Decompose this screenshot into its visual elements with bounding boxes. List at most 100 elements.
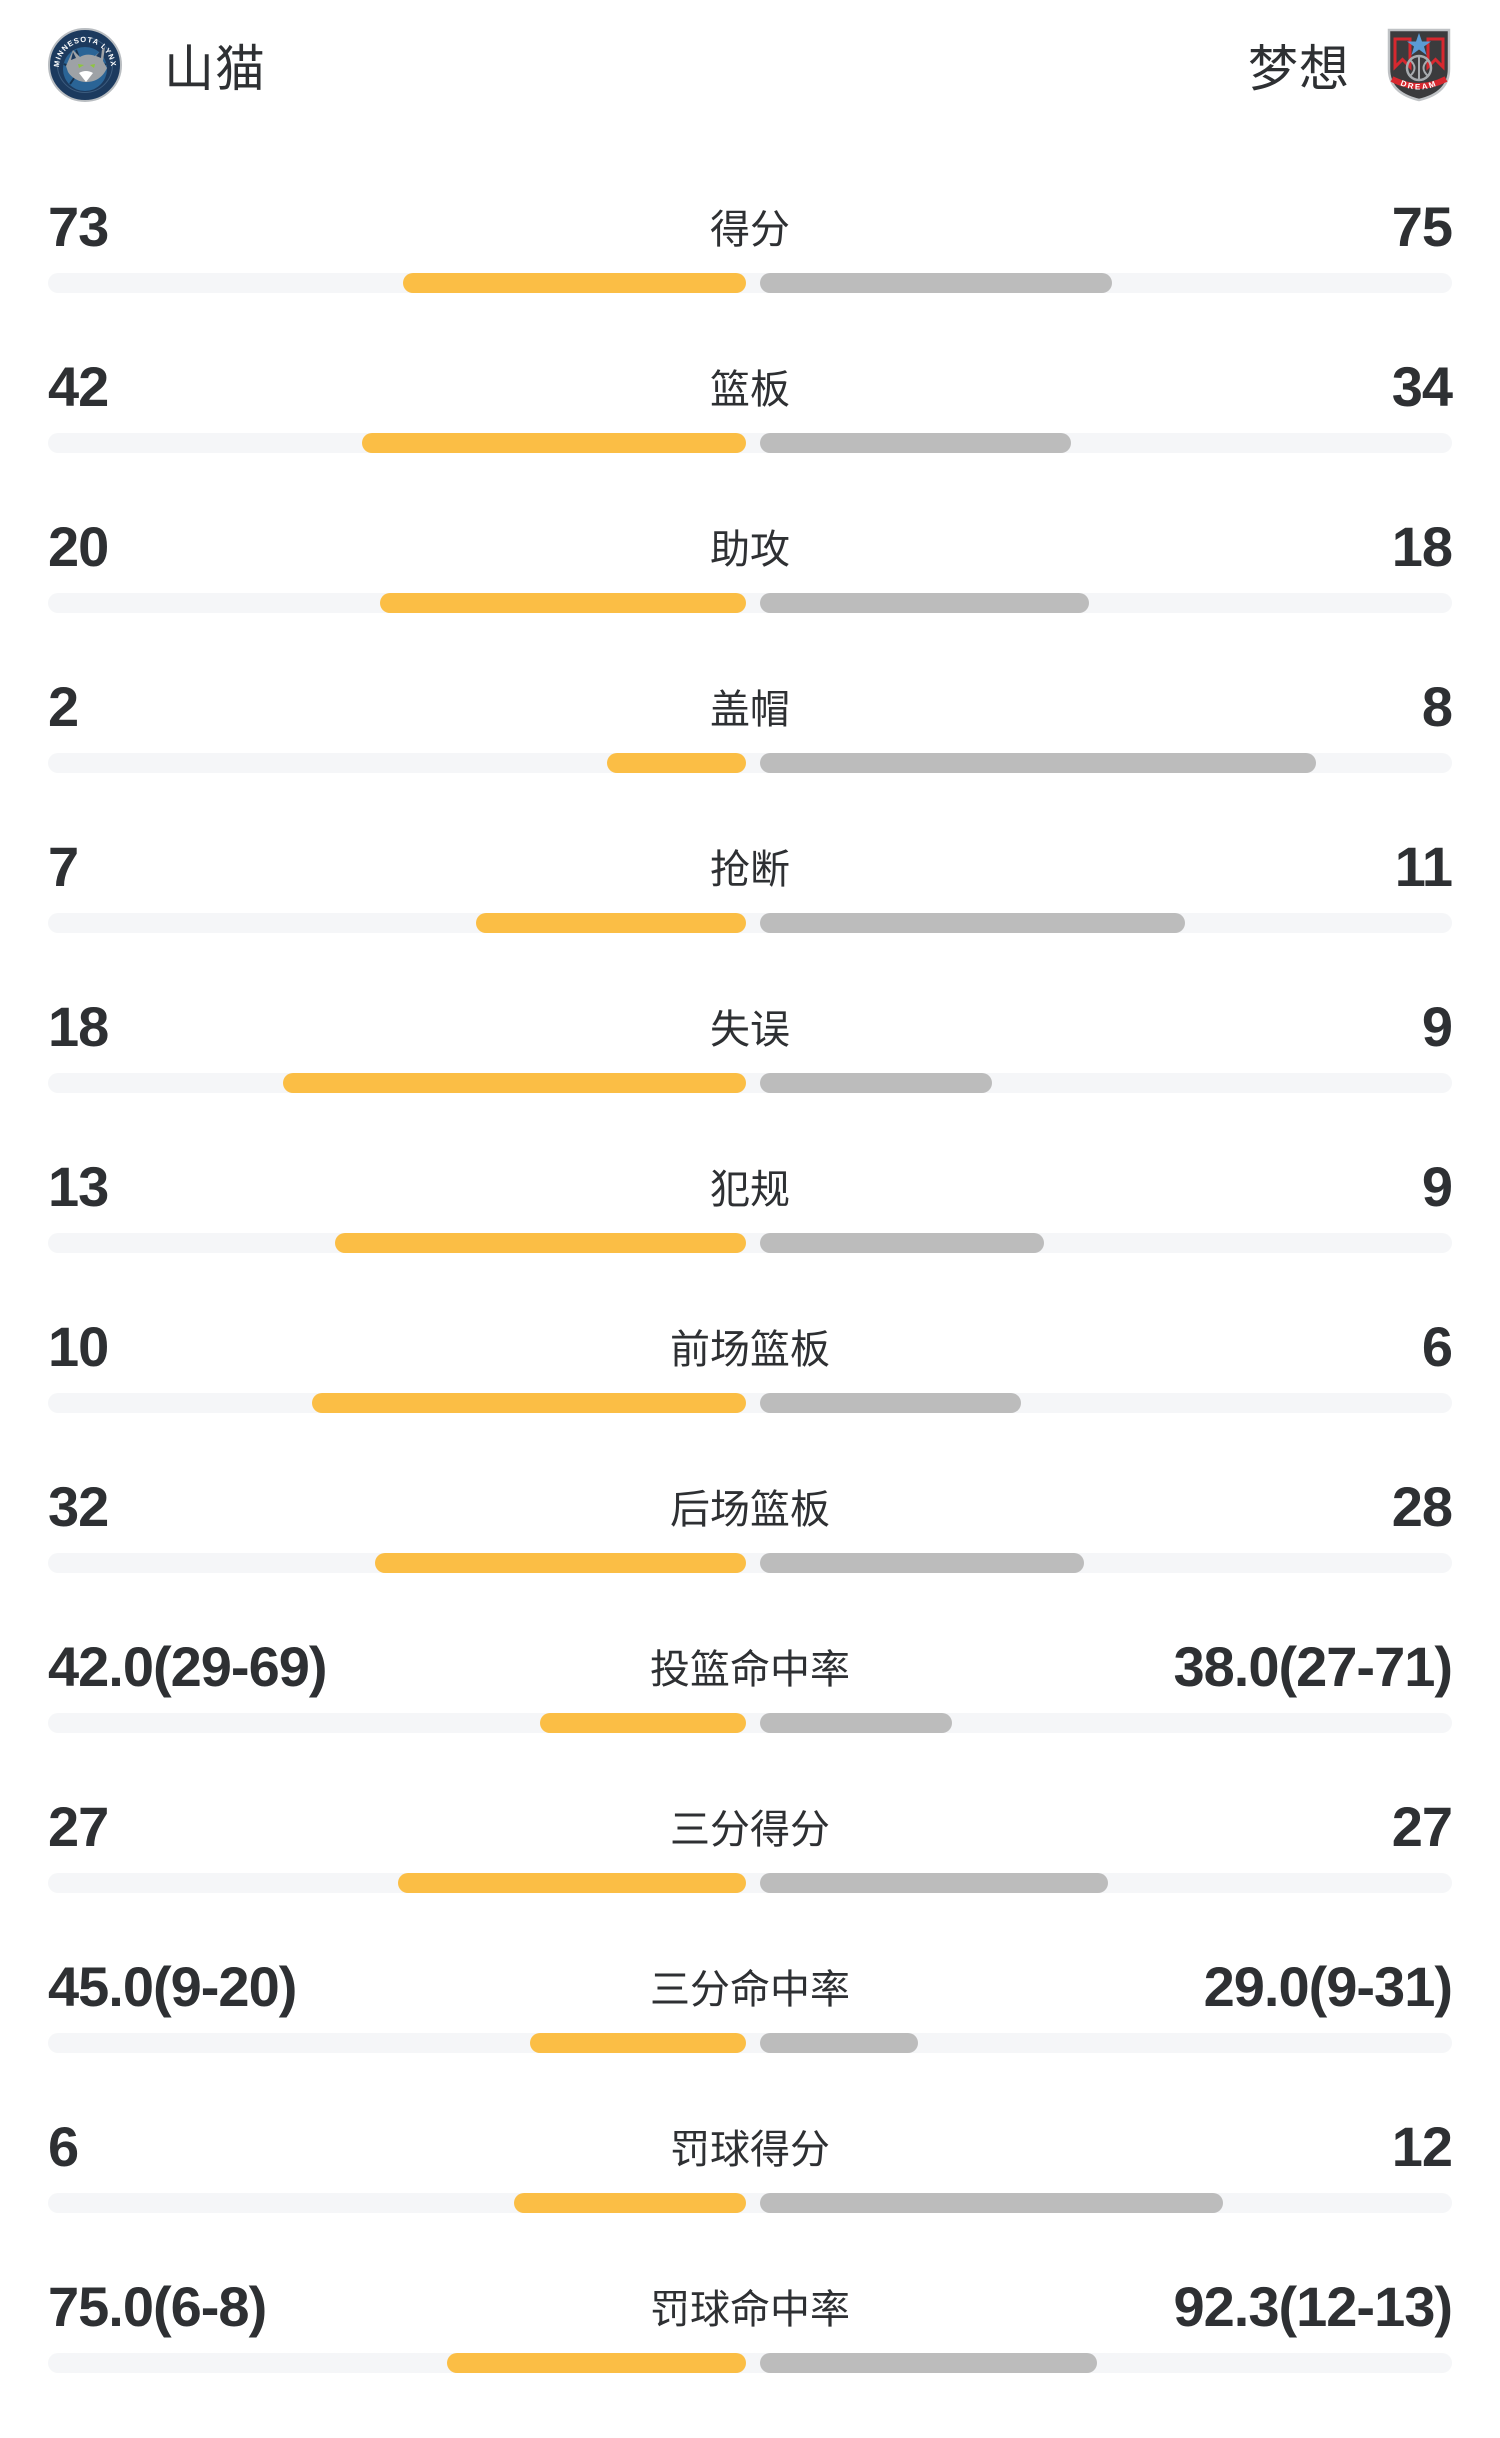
- bar-track: [48, 1713, 1452, 1733]
- home-bar: [335, 1233, 746, 1253]
- bar-track: [48, 913, 1452, 933]
- stat-row-values: 20 助攻 18: [48, 515, 1453, 578]
- home-bar: [530, 2033, 746, 2053]
- away-value: 92.3(12-13): [1173, 2274, 1453, 2338]
- away-bar: [760, 1073, 992, 1093]
- away-value: 29.0(9-31): [1203, 1954, 1453, 2018]
- stat-label: 盖帽: [710, 688, 790, 732]
- away-bar: [760, 1233, 1044, 1253]
- bar-track: [48, 2033, 1452, 2053]
- away-value: 9: [1421, 994, 1453, 1058]
- home-value: 18: [48, 994, 109, 1058]
- stat-row-values: 75.0(6-8) 罚球命中率 92.3(12-13): [48, 2275, 1453, 2338]
- stat-row: 10 前场篮板 6: [0, 1315, 1500, 1478]
- stat-row: 2 盖帽 8: [0, 675, 1500, 838]
- stat-row: 6 罚球得分 12: [0, 2115, 1500, 2278]
- stat-label: 助攻: [710, 528, 790, 572]
- away-value: 8: [1421, 674, 1453, 738]
- stat-row: 18 失误 9: [0, 995, 1500, 1158]
- away-bar: [760, 1873, 1108, 1893]
- home-bar: [375, 1553, 746, 1573]
- away-value: 18: [1391, 514, 1453, 578]
- stat-row: 73 得分 75: [0, 195, 1500, 358]
- home-team-header[interactable]: MINNESOTA LYNX 山猫: [48, 28, 266, 102]
- stat-label: 后场篮板: [670, 1488, 830, 1532]
- stat-row-values: 45.0(9-20) 三分命中率 29.0(9-31): [48, 1955, 1453, 2018]
- away-bar: [760, 1553, 1084, 1573]
- bar-track: [48, 2193, 1452, 2213]
- stat-row-values: 10 前场篮板 6: [48, 1315, 1453, 1378]
- away-bar: [760, 1393, 1021, 1413]
- stat-row-values: 42.0(29-69) 投篮命中率 38.0(27-71): [48, 1635, 1453, 1698]
- bar-track: [48, 1233, 1452, 1253]
- home-bar: [476, 913, 746, 933]
- away-team-name: 梦想: [1248, 41, 1350, 97]
- away-bar: [760, 273, 1112, 293]
- minnesota-lynx-logo-icon: MINNESOTA LYNX: [48, 28, 122, 102]
- away-value: 75: [1391, 194, 1453, 258]
- svg-text:DREAM: DREAM: [1399, 79, 1438, 92]
- stat-label: 失误: [710, 1008, 790, 1052]
- stat-row-values: 7 抢断 11: [48, 835, 1453, 898]
- stat-row: 13 犯规 9: [0, 1155, 1500, 1318]
- away-value: 34: [1391, 354, 1453, 418]
- stat-row: 20 助攻 18: [0, 515, 1500, 678]
- stat-row: 45.0(9-20) 三分命中率 29.0(9-31): [0, 1955, 1500, 2118]
- home-value: 42.0(29-69): [48, 1634, 328, 1698]
- home-bar: [283, 1073, 746, 1093]
- away-bar: [760, 2033, 918, 2053]
- away-bar: [760, 753, 1316, 773]
- home-value: 2: [48, 674, 79, 738]
- away-value: 28: [1391, 1474, 1453, 1538]
- stat-label: 篮板: [710, 368, 790, 412]
- home-bar: [362, 433, 746, 453]
- home-team-name: 山猫: [164, 41, 266, 97]
- bar-track: [48, 1873, 1452, 1893]
- away-value: 27: [1391, 1794, 1453, 1858]
- away-value: 38.0(27-71): [1173, 1634, 1453, 1698]
- atlanta-dream-logo-icon: DREAM: [1386, 27, 1452, 103]
- home-value: 20: [48, 514, 109, 578]
- stat-row-values: 27 三分得分 27: [48, 1795, 1453, 1858]
- home-bar: [447, 2353, 746, 2373]
- home-value: 75.0(6-8): [48, 2274, 267, 2338]
- stat-label: 抢断: [710, 848, 790, 892]
- away-value: 9: [1421, 1154, 1453, 1218]
- away-team-header[interactable]: 梦想 DREAM: [1248, 27, 1452, 103]
- stat-label: 得分: [710, 208, 790, 252]
- stat-row-values: 18 失误 9: [48, 995, 1453, 1058]
- stat-row: 42.0(29-69) 投篮命中率 38.0(27-71): [0, 1635, 1500, 1798]
- stats-list: 73 得分 75 42 篮板 34 20 助攻 18: [0, 195, 1500, 2438]
- home-value: 27: [48, 1794, 109, 1858]
- stat-row: 32 后场篮板 28: [0, 1475, 1500, 1638]
- away-bar: [760, 913, 1185, 933]
- stat-row: 42 篮板 34: [0, 355, 1500, 518]
- stat-label: 三分命中率: [650, 1968, 850, 2012]
- away-value: 6: [1421, 1314, 1453, 1378]
- stat-row-values: 73 得分 75: [48, 195, 1453, 258]
- home-bar: [398, 1873, 746, 1893]
- home-value: 73: [48, 194, 109, 258]
- home-value: 45.0(9-20): [48, 1954, 297, 2018]
- stat-row-values: 32 后场篮板 28: [48, 1475, 1453, 1538]
- away-bar: [760, 433, 1071, 453]
- bar-track: [48, 273, 1452, 293]
- away-value: 12: [1391, 2114, 1453, 2178]
- home-bar: [312, 1393, 746, 1413]
- stat-row: 7 抢断 11: [0, 835, 1500, 998]
- match-stats-header: MINNESOTA LYNX 山猫 梦想: [0, 0, 1500, 102]
- stat-label: 投篮命中率: [650, 1648, 850, 1692]
- home-bar: [540, 1713, 746, 1733]
- bar-track: [48, 2353, 1452, 2373]
- stat-row-values: 13 犯规 9: [48, 1155, 1453, 1218]
- stat-label: 罚球得分: [670, 2128, 830, 2172]
- bar-track: [48, 1553, 1452, 1573]
- away-value: 11: [1394, 834, 1453, 898]
- home-bar: [380, 593, 746, 613]
- home-value: 13: [48, 1154, 109, 1218]
- stat-label: 前场篮板: [670, 1328, 830, 1372]
- bar-track: [48, 1393, 1452, 1413]
- bar-track: [48, 593, 1452, 613]
- away-bar: [760, 2353, 1097, 2373]
